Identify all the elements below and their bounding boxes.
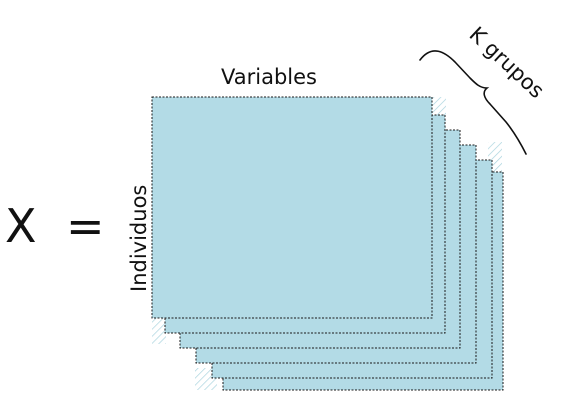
- matrix-symbol: X: [5, 199, 37, 253]
- shadow-hatch-left: [152, 318, 166, 344]
- matrix-sheet-1: [151, 96, 433, 319]
- k-grupos-label: K grupos: [465, 22, 549, 103]
- groups-brace: [419, 50, 527, 155]
- variables-label: Variables: [221, 65, 317, 89]
- individuos-label: Individuos: [127, 185, 151, 292]
- equals-sign: =: [66, 199, 105, 253]
